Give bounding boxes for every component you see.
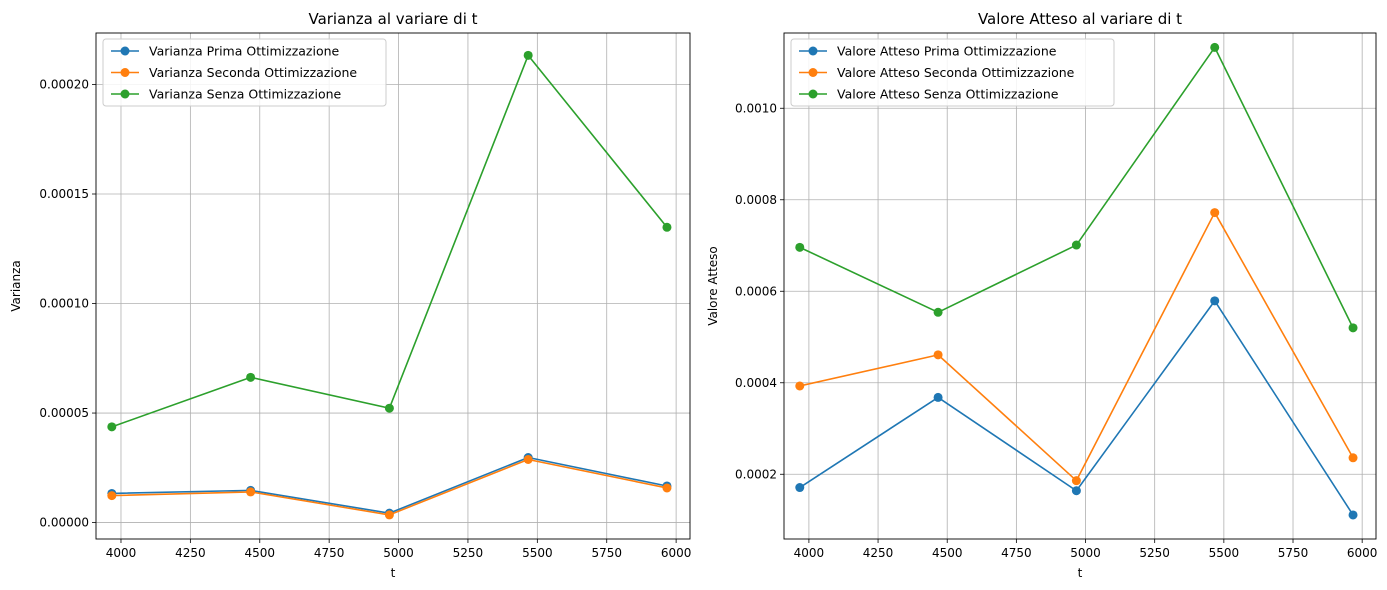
data-point bbox=[1210, 208, 1220, 218]
x-tick-label: 5750 bbox=[591, 546, 622, 560]
data-point bbox=[795, 381, 805, 391]
x-tick-label: 5250 bbox=[453, 546, 484, 560]
data-point bbox=[1210, 296, 1220, 306]
data-point bbox=[1071, 476, 1081, 486]
x-axis-label: t bbox=[391, 566, 396, 580]
y-tick-label: 0.0004 bbox=[735, 376, 777, 390]
data-point bbox=[384, 403, 394, 413]
y-tick-label: 0.00005 bbox=[39, 406, 89, 420]
data-point bbox=[1210, 42, 1220, 52]
plot-frame bbox=[95, 32, 691, 540]
data-point bbox=[107, 422, 117, 432]
x-tick-label: 6000 bbox=[661, 546, 692, 560]
data-point bbox=[933, 392, 943, 402]
legend-marker bbox=[808, 68, 818, 77]
legend: Varianza Prima Ottimizzazione Varianza Se… bbox=[102, 38, 387, 107]
x-tick-label: 4500 bbox=[932, 546, 963, 560]
y-tick-label: 0.0008 bbox=[735, 193, 777, 207]
x-tick-label: 4000 bbox=[794, 546, 825, 560]
data-point bbox=[662, 222, 672, 232]
data-point bbox=[1348, 323, 1358, 333]
x-tick-label: 4750 bbox=[314, 546, 345, 560]
chart-title: Varianza al variare di t bbox=[308, 10, 477, 28]
x-tick-label: 5000 bbox=[383, 546, 414, 560]
x-tick-label: 4000 bbox=[106, 546, 137, 560]
x-tick-label: 4750 bbox=[1001, 546, 1032, 560]
legend-label: Varianza Prima Ottimizzazione bbox=[149, 44, 340, 59]
data-point bbox=[523, 454, 533, 464]
series-line bbox=[111, 456, 668, 514]
y-tick-label: 0.0006 bbox=[735, 284, 777, 298]
legend-box bbox=[790, 38, 1115, 107]
chart-valore-atteso: 4000 4250 4500 4750 5000 5250 5500 5750 6000 0.00… bbox=[706, 10, 1377, 580]
series-line bbox=[111, 458, 668, 516]
grid bbox=[96, 33, 690, 539]
y-tick-label: 0.0002 bbox=[735, 467, 777, 481]
y-tick-label: 0.00000 bbox=[39, 516, 89, 530]
legend-label: Varianza Seconda Ottimizzazione bbox=[149, 65, 357, 80]
legend-label: Valore Atteso Seconda Ottimizzazione bbox=[837, 65, 1075, 80]
y-axis-label: Valore Atteso bbox=[706, 246, 720, 326]
data-point bbox=[107, 491, 117, 501]
x-tick-label: 5500 bbox=[522, 546, 553, 560]
legend-marker bbox=[120, 46, 130, 56]
data-point bbox=[933, 307, 943, 317]
data-point bbox=[1071, 240, 1081, 250]
x-tick-label: 5250 bbox=[1139, 546, 1170, 560]
plot-frame bbox=[783, 32, 1377, 540]
legend-marker bbox=[808, 46, 818, 56]
x-tick-label: 4250 bbox=[175, 546, 206, 560]
x-tick-label: 4250 bbox=[863, 546, 894, 560]
legend-marker bbox=[120, 89, 130, 99]
chart-varianza: 4000 4250 4500 4750 5000 5250 5500 5750 6000 0.00… bbox=[9, 10, 691, 580]
y-tick-label: 0.0010 bbox=[735, 101, 777, 115]
data-point bbox=[384, 510, 394, 520]
data-point bbox=[933, 350, 943, 360]
y-axis-label: Varianza bbox=[9, 260, 23, 312]
data-point bbox=[795, 483, 805, 493]
y-tick-label: 0.00015 bbox=[39, 187, 89, 201]
y-tick-label: 0.00020 bbox=[39, 77, 89, 91]
legend-marker bbox=[120, 68, 130, 77]
x-tick-label: 4500 bbox=[244, 546, 275, 560]
series-line bbox=[111, 54, 668, 428]
y-tick-label: 0.00010 bbox=[39, 297, 89, 311]
data-point bbox=[523, 50, 533, 60]
data-point bbox=[1348, 510, 1358, 520]
x-tick-label: 5750 bbox=[1278, 546, 1309, 560]
series-line bbox=[799, 211, 1354, 482]
x-tick-label: 5000 bbox=[1070, 546, 1101, 560]
legend: Valore Atteso Prima Ottimizzazione Valore… bbox=[790, 38, 1115, 107]
legend-label: Valore Atteso Senza Ottimizzazione bbox=[837, 87, 1059, 102]
x-axis-label: t bbox=[1078, 566, 1083, 580]
data-point bbox=[246, 487, 256, 497]
chart-title: Valore Atteso al variare di t bbox=[978, 10, 1182, 28]
x-tick-label: 6000 bbox=[1347, 546, 1378, 560]
data-point bbox=[795, 242, 805, 252]
legend-box bbox=[102, 38, 387, 107]
data-point bbox=[662, 483, 672, 493]
x-tick-label: 5500 bbox=[1209, 546, 1240, 560]
data-point bbox=[1071, 486, 1081, 496]
legend-label: Varianza Senza Ottimizzazione bbox=[149, 87, 342, 102]
data-point bbox=[246, 372, 256, 382]
grid bbox=[784, 33, 1376, 539]
legend-label: Valore Atteso Prima Ottimizzazione bbox=[837, 44, 1057, 59]
legend-marker bbox=[808, 89, 818, 99]
data-point bbox=[1348, 453, 1358, 463]
